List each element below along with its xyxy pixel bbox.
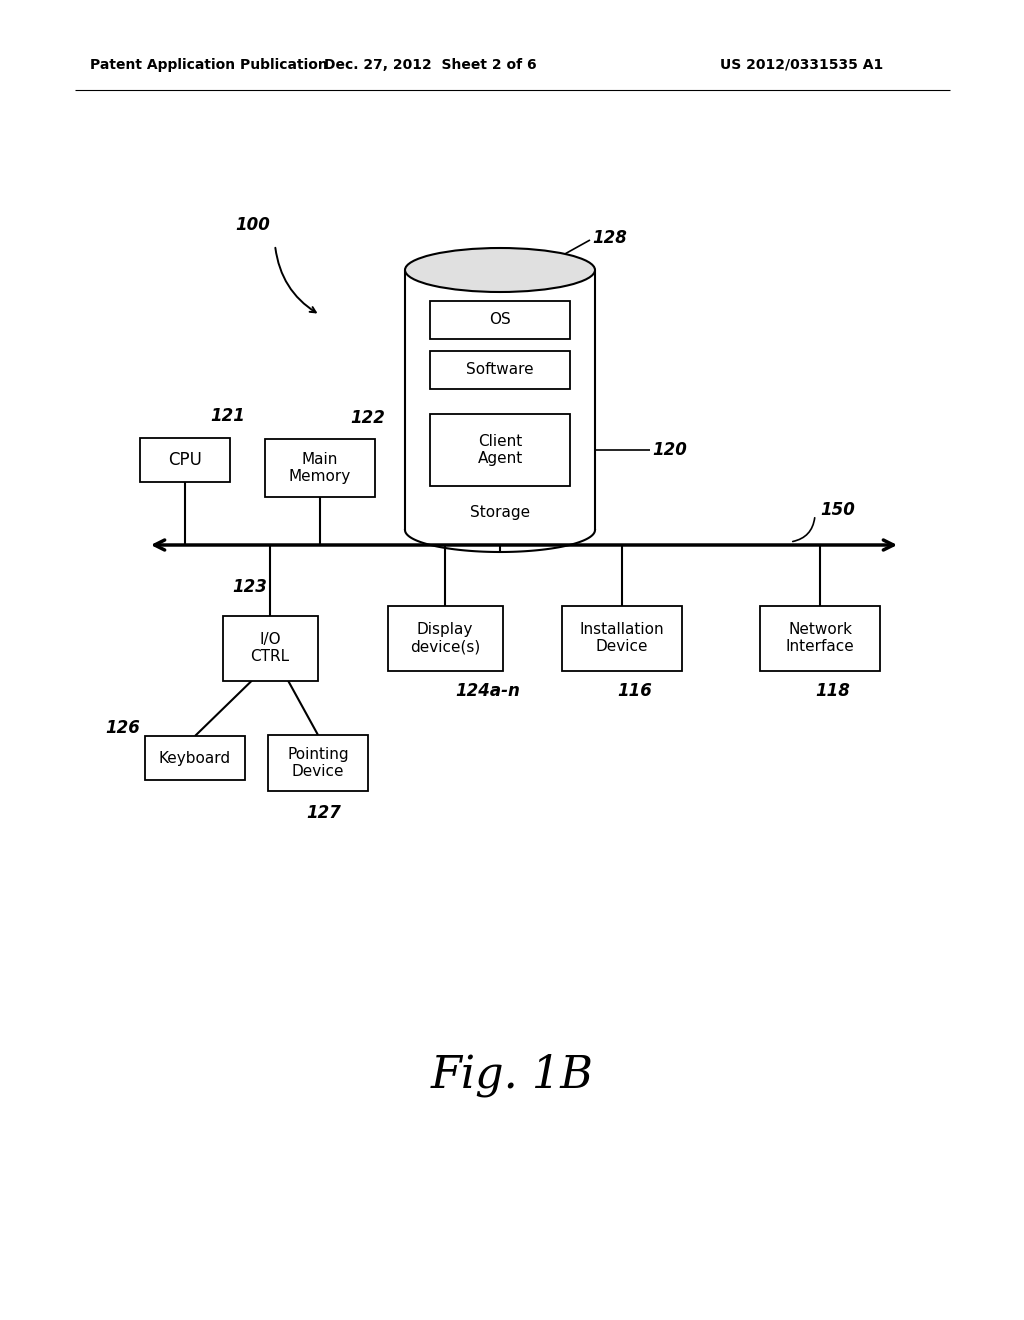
- Text: Pointing
Device: Pointing Device: [287, 747, 349, 779]
- Text: Client
Agent: Client Agent: [477, 434, 522, 466]
- Bar: [140, 438, 230, 482]
- Text: Keyboard: Keyboard: [159, 751, 231, 766]
- Bar: [430, 414, 570, 486]
- Text: Storage: Storage: [470, 504, 530, 520]
- Text: 116: 116: [617, 681, 652, 700]
- Bar: [268, 735, 368, 791]
- Bar: [222, 615, 317, 681]
- Bar: [760, 606, 880, 671]
- Text: Network
Interface: Network Interface: [785, 622, 854, 655]
- Text: Software: Software: [466, 363, 534, 378]
- Text: 118: 118: [815, 681, 850, 700]
- Text: I/O
CTRL: I/O CTRL: [251, 632, 290, 664]
- Bar: [265, 440, 375, 498]
- Text: Dec. 27, 2012  Sheet 2 of 6: Dec. 27, 2012 Sheet 2 of 6: [324, 58, 537, 73]
- Bar: [430, 301, 570, 339]
- Text: 127: 127: [306, 804, 341, 822]
- Text: Main
Memory: Main Memory: [289, 451, 351, 484]
- Text: Fig. 1B: Fig. 1B: [430, 1053, 594, 1097]
- Text: 123: 123: [232, 578, 267, 597]
- Text: 100: 100: [234, 216, 270, 234]
- Text: OS: OS: [489, 313, 511, 327]
- Text: 120: 120: [652, 441, 687, 459]
- Bar: [430, 351, 570, 389]
- Bar: [562, 606, 682, 671]
- Ellipse shape: [406, 248, 595, 292]
- Text: US 2012/0331535 A1: US 2012/0331535 A1: [720, 58, 884, 73]
- Bar: [387, 606, 503, 671]
- Text: CPU: CPU: [168, 451, 202, 469]
- Text: 122: 122: [350, 409, 385, 426]
- Text: 121: 121: [210, 407, 245, 425]
- Bar: [145, 737, 245, 780]
- Text: 150: 150: [820, 502, 855, 519]
- Text: Installation
Device: Installation Device: [580, 622, 665, 655]
- Text: 128: 128: [592, 228, 627, 247]
- Text: Patent Application Publication: Patent Application Publication: [90, 58, 328, 73]
- Text: 124a-n: 124a-n: [455, 681, 520, 700]
- Text: Display
device(s): Display device(s): [410, 622, 480, 655]
- Text: 126: 126: [105, 719, 140, 737]
